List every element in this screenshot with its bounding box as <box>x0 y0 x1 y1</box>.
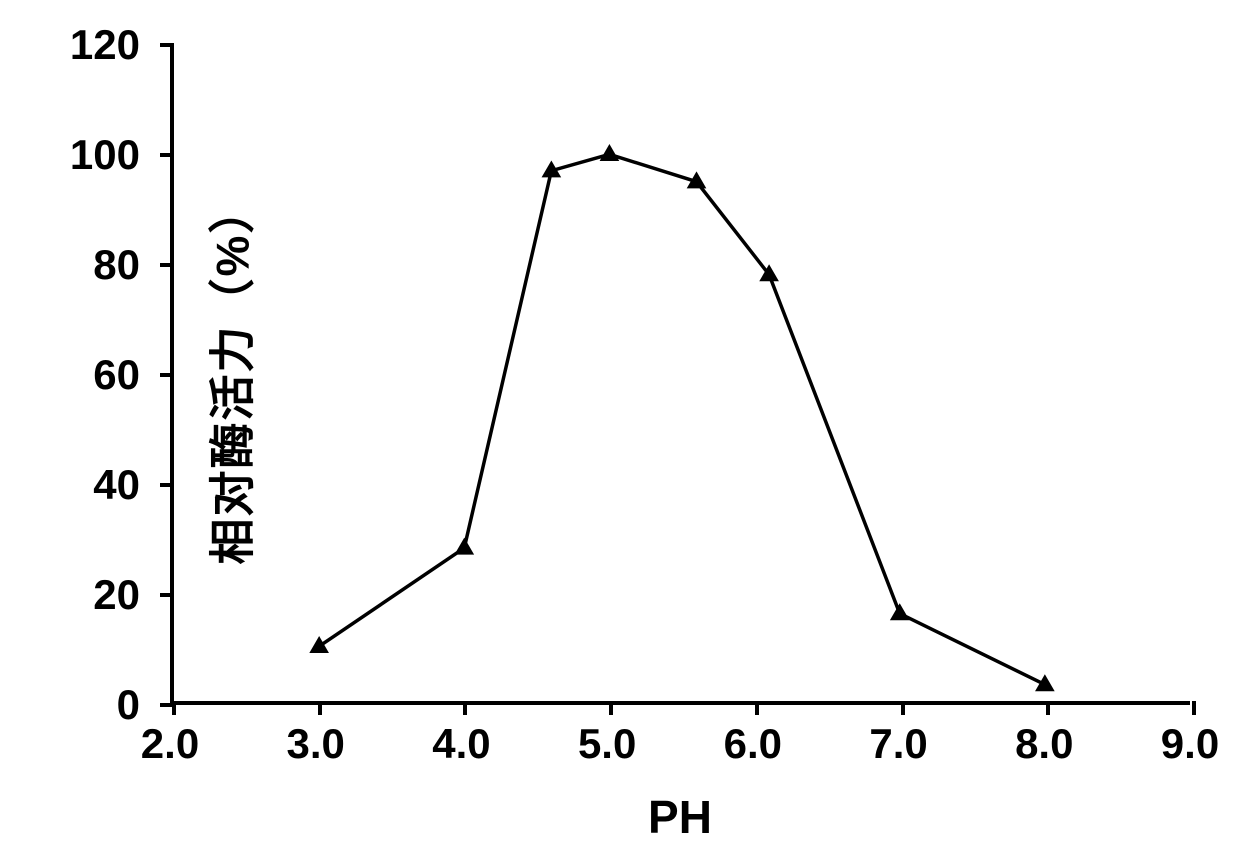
y-tick-label: 80 <box>40 241 140 289</box>
y-tick-label: 100 <box>40 131 140 179</box>
x-tick-label: 9.0 <box>1140 720 1240 768</box>
x-axis-label: PH <box>648 790 712 844</box>
x-tick <box>172 701 176 715</box>
x-tick <box>1046 701 1050 715</box>
data-marker <box>891 604 909 619</box>
y-tick <box>160 43 174 47</box>
data-line <box>319 154 1045 684</box>
data-marker <box>600 145 618 160</box>
x-tick-label: 6.0 <box>703 720 803 768</box>
y-tick-label: 20 <box>40 571 140 619</box>
chart-svg <box>174 45 1190 701</box>
chart-container: 相对酶活力（%） PH 0204060801001202.03.04.05.06… <box>20 20 1220 838</box>
y-tick <box>160 373 174 377</box>
y-tick <box>160 593 174 597</box>
data-marker <box>310 637 328 652</box>
plot-area <box>170 45 1190 705</box>
y-tick-label: 60 <box>40 351 140 399</box>
y-tick <box>160 153 174 157</box>
y-tick <box>160 483 174 487</box>
x-tick-label: 2.0 <box>120 720 220 768</box>
x-tick-label: 4.0 <box>411 720 511 768</box>
y-tick-label: 40 <box>40 461 140 509</box>
x-tick <box>463 701 467 715</box>
x-tick <box>609 701 613 715</box>
x-tick <box>318 701 322 715</box>
x-tick <box>1192 701 1196 715</box>
y-axis-label: 相对酶活力（%） <box>196 186 262 565</box>
y-tick <box>160 263 174 267</box>
x-tick <box>755 701 759 715</box>
x-tick-label: 3.0 <box>266 720 366 768</box>
x-tick <box>901 701 905 715</box>
x-tick-label: 8.0 <box>994 720 1094 768</box>
x-tick-label: 5.0 <box>557 720 657 768</box>
data-marker <box>455 539 473 554</box>
y-tick-label: 120 <box>40 21 140 69</box>
x-tick-label: 7.0 <box>849 720 949 768</box>
